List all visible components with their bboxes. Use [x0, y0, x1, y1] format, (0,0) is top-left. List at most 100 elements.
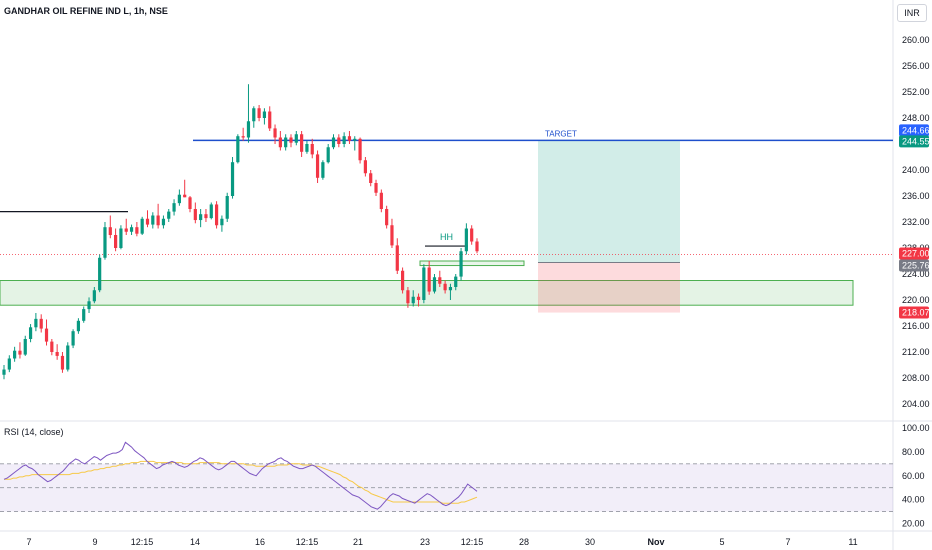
candle-body: [161, 218, 166, 226]
candle-body: [369, 173, 373, 183]
stop-price-badge-bg: [899, 306, 929, 319]
candle-body: [337, 137, 341, 144]
candle-body: [278, 137, 282, 148]
candle-body: [23, 339, 27, 355]
candle-body: [268, 111, 272, 129]
candle-body: [151, 215, 155, 225]
candle-body: [60, 355, 65, 370]
candle-body: [432, 277, 437, 292]
candle-body: [18, 350, 22, 355]
candle-body: [177, 194, 181, 204]
position-profit-zone: [538, 140, 680, 263]
time-tick-label: 21: [353, 537, 363, 547]
candle-body: [76, 320, 81, 332]
candle-body: [300, 134, 304, 152]
candle-body: [39, 318, 43, 329]
currency-selector[interactable]: INR: [897, 4, 927, 22]
symbol-title: GANDHAR OIL REFINE IND L, 1h, NSE: [4, 6, 168, 16]
price-tick-label: 208.00: [902, 373, 930, 383]
candle-body: [183, 194, 187, 198]
time-tick-label: 11: [848, 537, 857, 547]
candle-body: [7, 358, 11, 370]
price-tick-label: 256.00: [902, 61, 930, 71]
time-tick-label: 5: [719, 537, 724, 547]
candle-body: [225, 196, 229, 219]
price-tick-label: 248.00: [902, 113, 930, 123]
candle-body: [129, 227, 134, 232]
candle-body: [140, 218, 144, 234]
candle-body: [236, 136, 240, 163]
candle-body: [400, 270, 405, 291]
candle-body: [87, 301, 91, 310]
time-tick-label: 23: [420, 537, 430, 547]
candle-body: [475, 241, 479, 252]
candle-body: [321, 162, 325, 178]
rsi-tick-label: 80.00: [902, 447, 925, 457]
hh-label: HH: [440, 232, 453, 242]
rsi-line: [3, 441, 478, 510]
price-tick-label: 216.00: [902, 321, 930, 331]
price-tick-label: 232.00: [902, 217, 930, 227]
rsi-tick-label: 40.00: [902, 495, 925, 505]
price-tick-label: 252.00: [902, 87, 930, 97]
last-price-badge: 227.00: [902, 249, 930, 259]
target-band-badge-bg: [899, 124, 929, 137]
time-tick-label: 7: [26, 537, 31, 547]
target-band-badge: 244.66: [902, 125, 930, 135]
candle-body: [13, 350, 17, 359]
target-price-badge: 244.55: [902, 136, 930, 146]
price-tick-label: 212.00: [902, 347, 930, 357]
candle-body: [470, 228, 474, 242]
candle-body: [353, 138, 357, 141]
candle-body: [193, 209, 197, 221]
candle-body: [172, 203, 176, 212]
candle-body: [199, 214, 203, 221]
candle-body: [34, 318, 38, 328]
candle-body: [347, 136, 352, 141]
candle-body: [257, 108, 261, 118]
candle-body: [92, 290, 96, 302]
time-tick-label: 16: [255, 537, 265, 547]
candle-body: [363, 160, 367, 174]
candle-body: [358, 138, 362, 161]
candle-body: [135, 227, 139, 234]
candle-body: [103, 227, 107, 258]
candle-body: [416, 296, 421, 300]
rsi-tick-label: 100.00: [902, 423, 930, 433]
demand-zone: [0, 280, 854, 306]
candle-body: [406, 290, 410, 304]
candle-body: [220, 218, 224, 226]
candle-body: [331, 137, 336, 148]
price-tick-label: 236.00: [902, 191, 930, 201]
candle-body: [71, 331, 75, 346]
candle-body: [427, 267, 431, 292]
candle-body: [2, 369, 6, 375]
candle-body: [50, 341, 54, 352]
candle-body: [459, 251, 463, 277]
time-tick-label: Nov: [647, 537, 664, 547]
candle-body: [124, 228, 128, 232]
candle-body: [44, 328, 49, 342]
candle-body: [422, 267, 426, 300]
rsi-indicator-label: RSI (14, close): [4, 427, 64, 437]
time-tick-label: 12:15: [461, 537, 484, 547]
candle-body: [374, 183, 378, 193]
candle-body: [284, 137, 288, 148]
entry-price-badge-bg: [899, 259, 929, 272]
candle-body: [262, 111, 267, 118]
candle-body: [443, 283, 447, 291]
entry-price-badge: 225.76: [902, 261, 930, 271]
candle-body: [411, 296, 415, 304]
candle-body: [305, 144, 309, 152]
candle-body: [230, 162, 235, 196]
candle-body: [209, 204, 213, 219]
candle-body: [66, 345, 70, 370]
time-tick-label: 30: [585, 537, 595, 547]
candle-body: [108, 227, 112, 235]
price-tick-label: 224.00: [902, 269, 930, 279]
time-tick-label: 14: [190, 537, 200, 547]
candle-body: [310, 144, 314, 155]
target-label: TARGET: [545, 129, 577, 138]
